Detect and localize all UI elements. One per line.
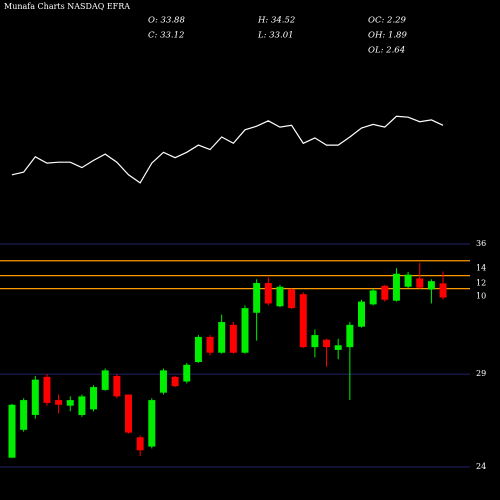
candle-body	[311, 335, 319, 348]
candle-body	[31, 379, 39, 415]
stat: O: 33.88	[148, 16, 185, 26]
candle-body	[253, 283, 261, 313]
candle-body	[206, 336, 214, 353]
candle-body	[241, 308, 249, 353]
candle-body	[427, 281, 435, 290]
candle-body	[101, 370, 109, 390]
stat: OC: 2.29	[368, 16, 407, 26]
level-label: 12	[476, 279, 486, 288]
candle-body	[78, 396, 86, 415]
candle-body	[323, 339, 331, 348]
candle-body	[20, 400, 28, 430]
candle-body	[381, 285, 389, 300]
candle-body	[404, 274, 412, 287]
stat: H: 34.52	[257, 16, 295, 26]
candle-body	[125, 394, 132, 433]
candle-body	[358, 301, 365, 327]
candle-body	[55, 400, 63, 405]
stat: L: 33.01	[257, 31, 294, 41]
y-tick-label: 24	[476, 462, 486, 471]
stat: OH: 1.89	[368, 31, 407, 41]
candle-body	[194, 336, 202, 363]
candle-body	[439, 283, 447, 298]
candle-body	[218, 322, 226, 353]
candle-body	[148, 400, 156, 447]
candle-body	[288, 289, 296, 309]
candle-body	[346, 324, 354, 348]
stat: OL: 2.64	[368, 46, 405, 56]
candle-body	[334, 345, 342, 350]
candle-body	[136, 437, 144, 451]
level-label: 10	[476, 292, 486, 301]
candle-body	[264, 283, 272, 304]
stat: C: 33.12	[148, 31, 184, 41]
candle-body	[229, 324, 237, 353]
candle-body	[159, 370, 167, 393]
candle-body	[276, 286, 284, 307]
candle-body	[66, 400, 74, 406]
candle-body	[369, 290, 377, 305]
y-tick-label: 36	[476, 239, 486, 248]
candle-body	[183, 364, 191, 382]
chart-title: Munafa Charts NASDAQ EFRA	[4, 2, 130, 11]
candle-body	[8, 404, 16, 458]
level-label: 14	[476, 264, 486, 273]
candle-body	[392, 273, 400, 301]
candle-body	[171, 376, 179, 387]
candle-body	[416, 278, 424, 288]
y-tick-label: 29	[476, 369, 486, 378]
candle-body	[113, 375, 121, 397]
candle-body	[43, 376, 51, 403]
candle-body	[90, 387, 98, 410]
indicator-line	[11, 115, 444, 184]
candle-body	[299, 294, 307, 348]
